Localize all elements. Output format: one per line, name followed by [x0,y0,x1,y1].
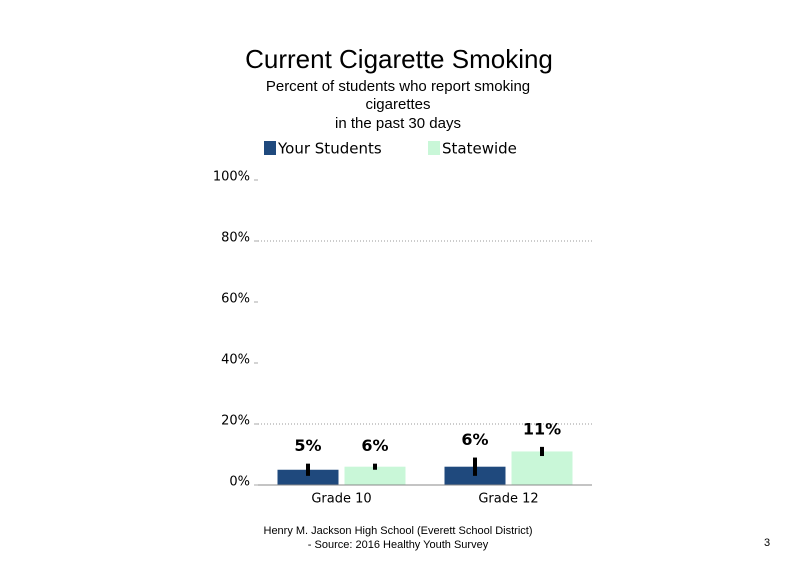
x-tick-label: Grade 12 [478,492,538,507]
y-tick-label: 0% [229,475,250,490]
value-label: 5% [294,436,321,455]
y-tick-label: 20% [221,414,250,429]
value-label: 11% [523,419,561,438]
chart-subtitle: Percent of students who report smoking [266,78,530,95]
y-tick-label: 80% [221,231,250,246]
bar [511,451,573,485]
y-tick-label: 100% [213,170,250,185]
page-number: 3 [764,537,770,549]
legend-label: Your Students [277,140,382,158]
bar [344,466,406,485]
y-tick-label: 40% [221,353,250,368]
chart-title: Current Cigarette Smoking [245,44,553,74]
legend-swatch [428,141,440,155]
footer: Henry M. Jackson High School (Everett Sc… [264,525,533,537]
value-label: 6% [361,436,388,455]
legend-swatch [264,141,276,155]
chart-subtitle: in the past 30 days [335,115,461,132]
value-label: 6% [461,430,488,449]
footer: - Source: 2016 Healthy Youth Survey [308,539,489,551]
x-tick-label: Grade 10 [311,492,371,507]
bar [277,469,339,485]
chart-subtitle: cigarettes [365,96,430,113]
legend-label: Statewide [442,140,517,158]
y-tick-label: 60% [221,292,250,307]
